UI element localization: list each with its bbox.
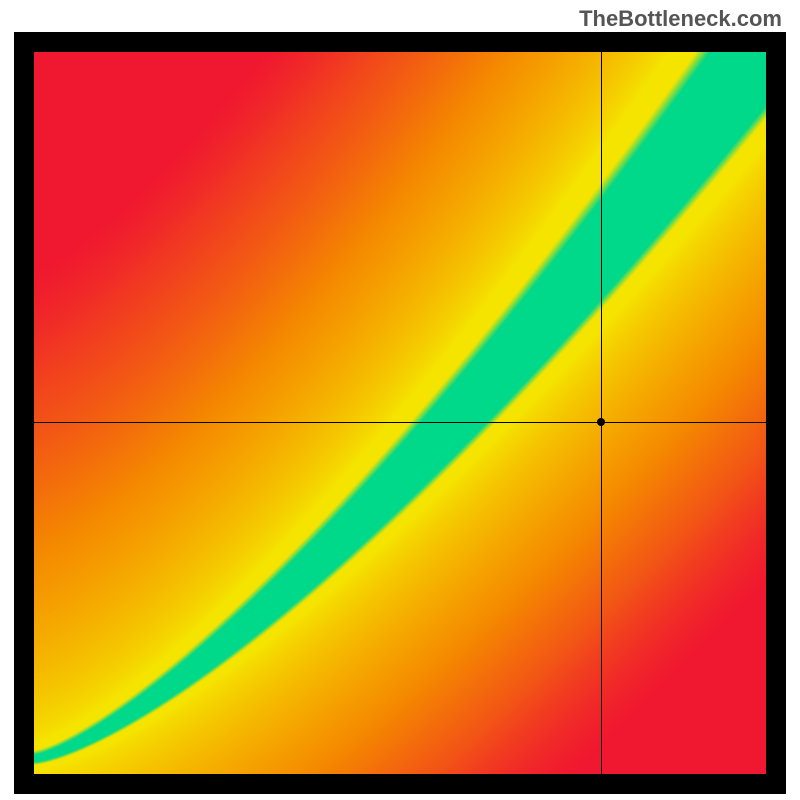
watermark-text: TheBottleneck.com: [579, 6, 782, 32]
chart-border: [14, 32, 786, 794]
crosshair-horizontal: [34, 422, 766, 423]
crosshair-marker-dot: [597, 418, 605, 426]
chart-plot-area: [34, 52, 766, 774]
heatmap-canvas: [34, 52, 766, 774]
crosshair-vertical: [601, 52, 602, 774]
